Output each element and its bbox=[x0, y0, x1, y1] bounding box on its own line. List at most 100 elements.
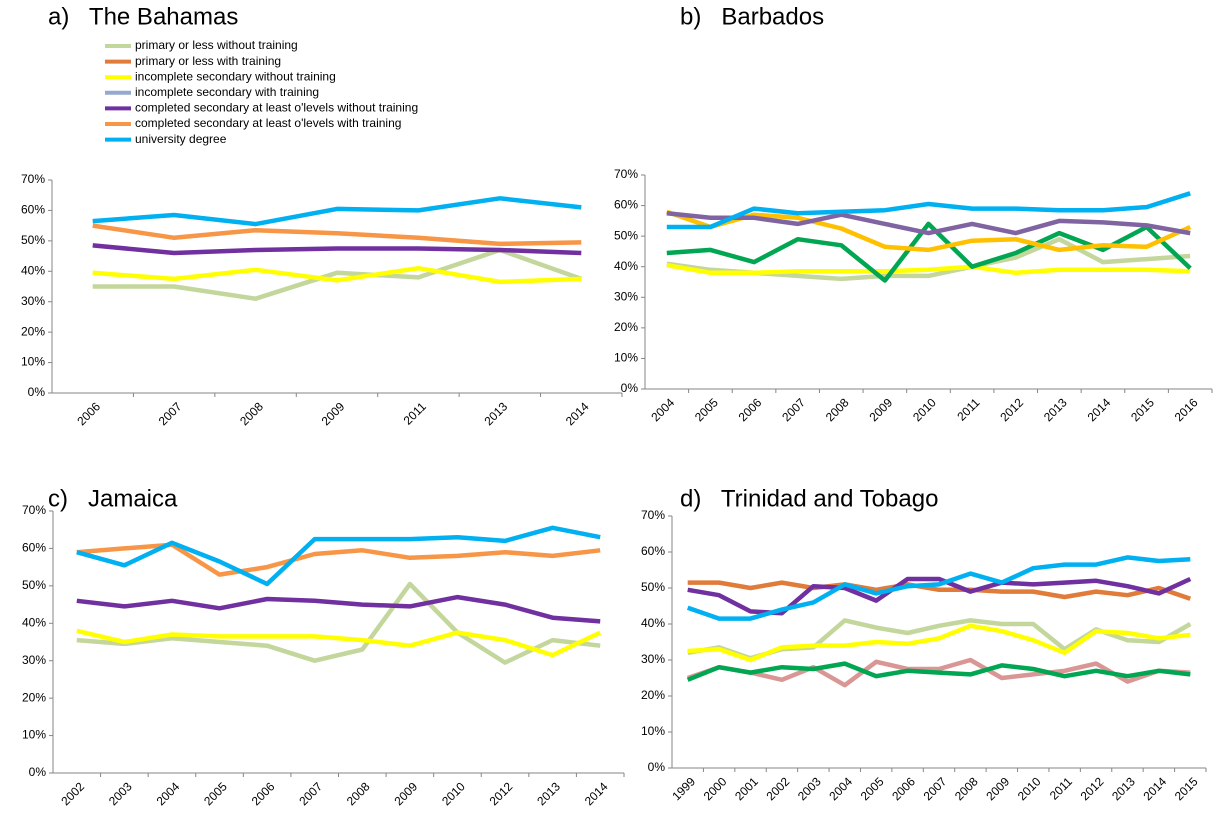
x-tick-label: 2005 bbox=[858, 774, 887, 803]
x-tick-label: 2006 bbox=[889, 774, 918, 803]
x-tick-label: 2007 bbox=[779, 395, 808, 424]
y-tick-label: 0% bbox=[621, 381, 639, 395]
x-tick-label: 2001 bbox=[732, 774, 761, 803]
series-line bbox=[666, 191, 1191, 230]
y-tick-label: 10% bbox=[614, 351, 638, 365]
x-tick-label: 2009 bbox=[866, 395, 895, 424]
y-tick-label: 20% bbox=[22, 690, 46, 704]
series-line bbox=[92, 243, 582, 256]
y-tick-label: 70% bbox=[614, 167, 638, 181]
x-tick-label: 2010 bbox=[439, 779, 468, 808]
x-tick-label: 2015 bbox=[1128, 395, 1157, 424]
x-tick-label: 2011 bbox=[1047, 774, 1075, 802]
x-tick-label: 2004 bbox=[826, 774, 855, 803]
series-line bbox=[666, 209, 1192, 253]
y-tick-label: 50% bbox=[21, 233, 45, 247]
y-tick-label: 10% bbox=[641, 724, 665, 738]
x-tick-label: 2006 bbox=[74, 399, 103, 428]
series-line bbox=[76, 628, 602, 658]
x-tick-label: 2009 bbox=[983, 774, 1012, 803]
x-tick-label: 2013 bbox=[1041, 395, 1070, 424]
series-line bbox=[92, 247, 583, 301]
series-line bbox=[92, 223, 582, 247]
x-tick-label: 2014 bbox=[1140, 774, 1169, 803]
y-tick-label: 40% bbox=[614, 259, 638, 273]
y-tick-label: 40% bbox=[641, 616, 665, 630]
y-tick-label: 30% bbox=[641, 652, 665, 666]
panel-title: c) Jamaica bbox=[48, 485, 178, 512]
legend-label: completed secondary at least o'levels wi… bbox=[135, 116, 401, 130]
y-tick-label: 10% bbox=[22, 728, 46, 742]
legend-label: primary or less with training bbox=[135, 54, 281, 68]
y-tick-label: 50% bbox=[22, 578, 46, 592]
panel-title: a) The Bahamas bbox=[48, 3, 238, 30]
x-tick-label: 2005 bbox=[201, 779, 230, 808]
x-tick-label: 2002 bbox=[764, 774, 793, 803]
y-tick-label: 60% bbox=[21, 203, 45, 217]
x-tick-label: 2000 bbox=[701, 774, 730, 803]
x-tick-label: 2007 bbox=[156, 399, 185, 428]
y-tick-label: 0% bbox=[648, 760, 666, 774]
x-tick-label: 2008 bbox=[823, 395, 852, 424]
y-tick-label: 70% bbox=[641, 508, 665, 522]
x-tick-label: 2009 bbox=[391, 779, 420, 808]
y-tick-label: 60% bbox=[641, 544, 665, 558]
legend-label: primary or less without training bbox=[135, 38, 298, 52]
x-tick-label: 2008 bbox=[344, 779, 373, 808]
y-tick-label: 30% bbox=[614, 289, 638, 303]
x-tick-label: 2015 bbox=[1172, 774, 1201, 803]
series-line bbox=[76, 581, 601, 665]
y-tick-label: 20% bbox=[641, 688, 665, 702]
x-tick-label: 2014 bbox=[1085, 395, 1114, 424]
y-tick-label: 40% bbox=[21, 263, 45, 277]
x-tick-label: 2009 bbox=[319, 399, 348, 428]
y-tick-label: 20% bbox=[614, 320, 638, 334]
x-tick-label: 2014 bbox=[563, 399, 592, 428]
y-tick-label: 10% bbox=[21, 355, 45, 369]
series-line bbox=[687, 580, 1192, 601]
x-tick-label: 2013 bbox=[1109, 774, 1138, 803]
x-tick-label: 2002 bbox=[58, 779, 87, 808]
panel-title: d) Trinidad and Tobago bbox=[680, 485, 938, 512]
x-tick-label: 1999 bbox=[669, 774, 698, 803]
series-line bbox=[76, 594, 601, 624]
series-line bbox=[92, 265, 582, 285]
legend-label: incomplete secondary with training bbox=[135, 85, 319, 99]
x-tick-label: 2012 bbox=[997, 395, 1026, 424]
legend-label: incomplete secondary without training bbox=[135, 69, 336, 83]
x-tick-label: 2005 bbox=[692, 395, 721, 424]
series-line bbox=[92, 196, 582, 227]
x-tick-label: 2006 bbox=[249, 779, 278, 808]
x-tick-label: 2007 bbox=[921, 774, 950, 803]
x-tick-label: 2008 bbox=[952, 774, 981, 803]
x-tick-label: 2010 bbox=[910, 395, 939, 424]
series-line bbox=[666, 262, 1191, 276]
x-tick-label: 2011 bbox=[954, 395, 982, 423]
x-tick-label: 2012 bbox=[487, 779, 516, 808]
y-tick-label: 50% bbox=[641, 580, 665, 594]
panel-title: b) Barbados bbox=[680, 3, 824, 30]
series-line bbox=[76, 525, 601, 587]
y-tick-label: 70% bbox=[21, 172, 45, 186]
y-tick-label: 60% bbox=[614, 198, 638, 212]
series-line bbox=[686, 555, 1191, 621]
y-tick-label: 0% bbox=[28, 385, 46, 399]
x-tick-label: 2013 bbox=[534, 779, 563, 808]
y-tick-label: 40% bbox=[22, 615, 46, 629]
legend-label: university degree bbox=[135, 132, 227, 146]
x-tick-label: 2006 bbox=[736, 395, 765, 424]
y-tick-label: 70% bbox=[22, 503, 46, 517]
series-line bbox=[666, 210, 1191, 236]
x-tick-label: 2011 bbox=[401, 399, 429, 427]
y-tick-label: 60% bbox=[22, 541, 46, 555]
series-line bbox=[666, 221, 1192, 283]
x-tick-label: 2013 bbox=[481, 399, 510, 428]
legend-label: completed secondary at least o'levels wi… bbox=[135, 101, 418, 115]
series-line bbox=[687, 623, 1191, 663]
x-tick-label: 2014 bbox=[582, 779, 611, 808]
x-tick-label: 2016 bbox=[1172, 395, 1201, 424]
y-tick-label: 0% bbox=[29, 765, 47, 779]
series-line bbox=[686, 661, 1191, 682]
x-tick-label: 2003 bbox=[795, 774, 824, 803]
x-tick-label: 2012 bbox=[1078, 774, 1107, 803]
